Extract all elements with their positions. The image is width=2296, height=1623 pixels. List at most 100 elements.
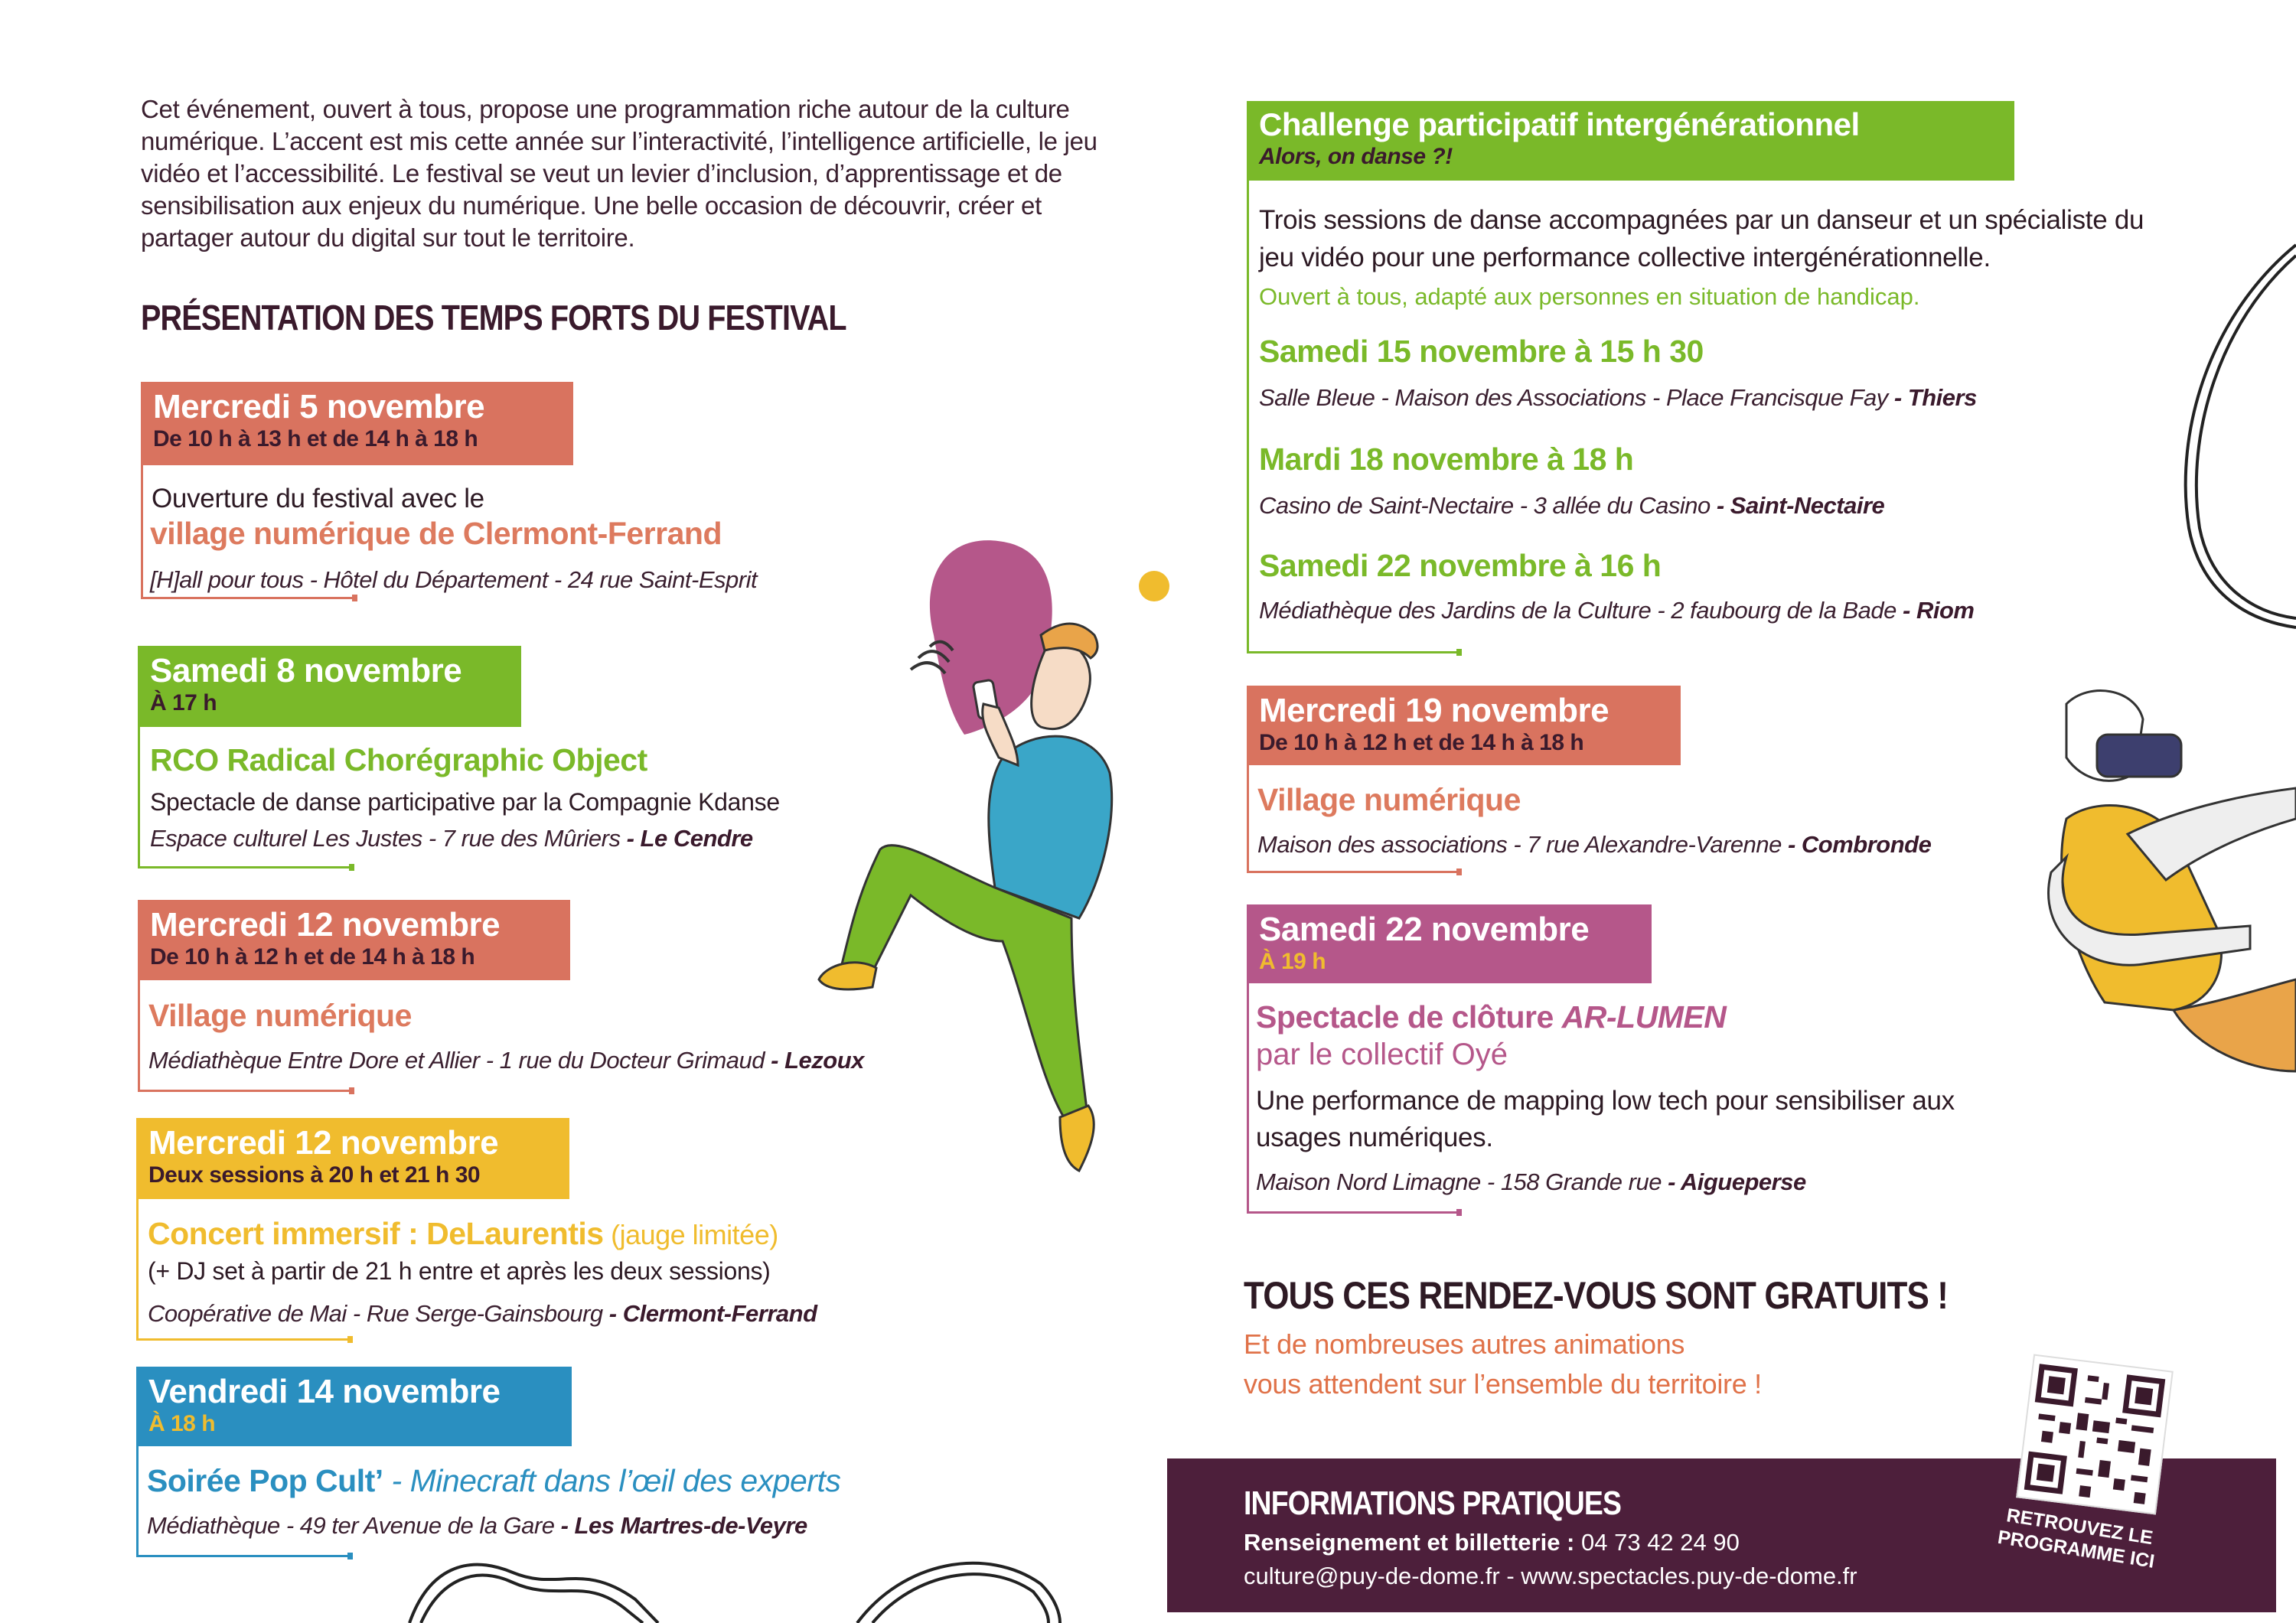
dancer-illustration <box>817 540 1169 1173</box>
frame-line <box>1247 765 1249 872</box>
event-city: - Le Cendre <box>620 825 754 852</box>
challenge-header: Challenge participatif intergénérationne… <box>1247 101 2014 181</box>
event-date-box: Samedi 22 novembre À 19 h <box>1247 904 1652 983</box>
event-place: Médiathèque - 49 ter Avenue de la Gare <box>147 1512 555 1539</box>
event-time: À 17 h <box>150 690 217 715</box>
shoe-right <box>1058 1104 1095 1173</box>
vr-headset-icon <box>2095 733 2183 778</box>
frame-line <box>141 465 143 599</box>
challenge-desc-line-2: jeu vidéo pour une performance collectiv… <box>1259 243 1991 272</box>
contact-links[interactable]: culture@puy-de-dome.fr - www.spectacles.… <box>1244 1563 1857 1589</box>
event-date-box: Mercredi 5 novembre De 10 h à 13 h et de… <box>141 382 573 465</box>
head-shape <box>1030 640 1091 731</box>
session-place: Salle Bleue - Maison des Associations - … <box>1259 384 1888 411</box>
arm-shape <box>2047 852 2252 966</box>
event-date: Mercredi 12 novembre <box>148 1124 499 1162</box>
event-location: [H]all pour tous - Hôtel du Département … <box>150 566 758 593</box>
event-title-line-2: par le collectif Oyé <box>1256 1038 1508 1071</box>
decorative-arcs <box>408 1561 1062 1623</box>
session-city: - Saint-Nectaire <box>1710 492 1885 519</box>
event-place: Maison des associations - 7 rue Alexandr… <box>1257 831 1782 858</box>
frame-line <box>1247 1209 1462 1216</box>
event-title-note: (jauge limitée) <box>603 1219 778 1250</box>
ticketing-line: Renseignement et billetterie : 04 73 42 … <box>1244 1529 1740 1556</box>
phone-number[interactable]: 04 73 42 24 90 <box>1581 1529 1740 1556</box>
session-date: Samedi 15 novembre à 15 h 30 <box>1259 334 1704 369</box>
vr-user-illustration <box>2047 689 2296 1073</box>
event-subtitle: - Minecraft dans l’œil des experts <box>383 1463 841 1498</box>
section-title: PRÉSENTATION DES TEMPS FORTS DU FESTIVAL <box>141 298 847 337</box>
challenge-title: Challenge participatif intergénérationne… <box>1259 106 1860 142</box>
event-date: Mercredi 19 novembre <box>1259 692 1609 729</box>
qr-code-pattern <box>2024 1364 2166 1504</box>
event-city: - Combronde <box>1781 831 1932 858</box>
event-title: Spectacle de clôture <box>1256 999 1562 1035</box>
event-location: Espace culturel Les Justes - 7 rue des M… <box>150 825 753 852</box>
event-title: Concert immersif : DeLaurentis <box>148 1216 604 1251</box>
wifi-icon <box>909 640 954 675</box>
event-time: De 10 h à 12 h et de 14 h à 18 h <box>1259 730 1584 755</box>
shoe-left <box>817 961 878 991</box>
session-location: Casino de Saint-Nectaire - 3 allée du Ca… <box>1259 492 1885 520</box>
session-location: Salle Bleue - Maison des Associations - … <box>1259 384 1977 412</box>
event-city: - Aigueperse <box>1661 1168 1806 1195</box>
event-location: Coopérative de Mai - Rue Serge-Gainsbour… <box>148 1300 817 1328</box>
session-city: - Riom <box>1896 597 1975 624</box>
event-time: De 10 h à 12 h et de 14 h à 18 h <box>150 944 475 970</box>
event-intro: Ouverture du festival avec le <box>152 484 484 513</box>
hair-ginger <box>1039 622 1099 660</box>
frame-line <box>136 1336 353 1343</box>
frame-line <box>138 727 140 867</box>
yellow-dot <box>1139 571 1169 601</box>
session-place: Casino de Saint-Nectaire - 3 allée du Ca… <box>1259 492 1711 519</box>
frame-line <box>138 980 140 1091</box>
event-desc-line-1: Une performance de mapping low tech pour… <box>1256 1086 1955 1116</box>
session-city: - Thiers <box>1887 384 1977 411</box>
frame-line <box>141 595 357 601</box>
challenge-desc-line-1: Trois sessions de danse accompagnées par… <box>1259 205 2144 235</box>
hair-shape <box>929 540 1052 735</box>
event-place: Coopérative de Mai - Rue Serge-Gainsbour… <box>148 1300 603 1327</box>
arm-shape <box>2125 787 2296 882</box>
event-title: Soirée Pop Cult’ <box>147 1463 383 1498</box>
event-date: Samedi 8 novembre <box>150 652 462 689</box>
event-time: À 19 h <box>1259 949 1326 974</box>
event-date: Vendredi 14 novembre <box>148 1373 501 1410</box>
decorative-arc-right <box>2183 243 2296 629</box>
event-city: - Les Martres-de-Veyre <box>554 1512 808 1539</box>
event-location: Maison Nord Limagne - 158 Grande rue - A… <box>1256 1168 1806 1196</box>
frame-line <box>1247 649 1462 656</box>
shirt-shape <box>987 735 1114 920</box>
event-date: Mercredi 12 novembre <box>150 906 501 943</box>
frame-line <box>1247 983 1249 1213</box>
event-date-box: Mercredi 12 novembre Deux sessions à 20 … <box>136 1118 569 1199</box>
legs-shape <box>2171 978 2296 1073</box>
more-events-line-2: vous attendent sur l’ensemble du territo… <box>1244 1368 1762 1400</box>
qr-code-icon[interactable] <box>2016 1354 2174 1515</box>
session-date: Samedi 22 novembre à 16 h <box>1259 548 1662 583</box>
event-place: Espace culturel Les Justes - 7 rue des M… <box>150 825 621 852</box>
event-city: - Lezoux <box>765 1047 864 1074</box>
event-date-box: Mercredi 19 novembre De 10 h à 12 h et d… <box>1247 686 1681 765</box>
event-date: Samedi 22 novembre <box>1259 911 1590 948</box>
event-time: Deux sessions à 20 h et 21 h 30 <box>148 1162 481 1188</box>
session-location: Médiathèque des Jardins de la Culture - … <box>1259 597 1975 624</box>
intro-paragraph: Cet événement, ouvert à tous, propose un… <box>141 95 1097 252</box>
event-place: Maison Nord Limagne - 158 Grande rue <box>1256 1168 1662 1195</box>
event-description: Spectacle de danse participative par la … <box>150 788 780 816</box>
event-date-box: Samedi 8 novembre À 17 h <box>138 646 521 727</box>
frame-line <box>136 1199 139 1340</box>
event-location: Médiathèque - 49 ter Avenue de la Gare -… <box>147 1512 807 1540</box>
practical-info-title: INFORMATIONS PRATIQUES <box>1244 1484 1622 1522</box>
frame-line <box>138 864 354 871</box>
event-location: Médiathèque Entre Dore et Allier - 1 rue… <box>148 1047 864 1074</box>
more-events-line-1: Et de nombreuses autres animations <box>1244 1328 1685 1360</box>
event-city: - Clermont-Ferrand <box>602 1300 817 1327</box>
frame-line <box>1247 181 1249 653</box>
free-events-title: TOUS CES RENDEZ-VOUS SONT GRATUITS ! <box>1244 1274 1949 1317</box>
frame-line <box>1247 869 1462 875</box>
frame-line <box>136 1553 353 1559</box>
event-title: RCO Radical Chorégraphic Object <box>150 742 647 777</box>
event-title: Village numérique <box>1257 782 1521 817</box>
event-date-box: Mercredi 12 novembre De 10 h à 12 h et d… <box>138 900 570 980</box>
